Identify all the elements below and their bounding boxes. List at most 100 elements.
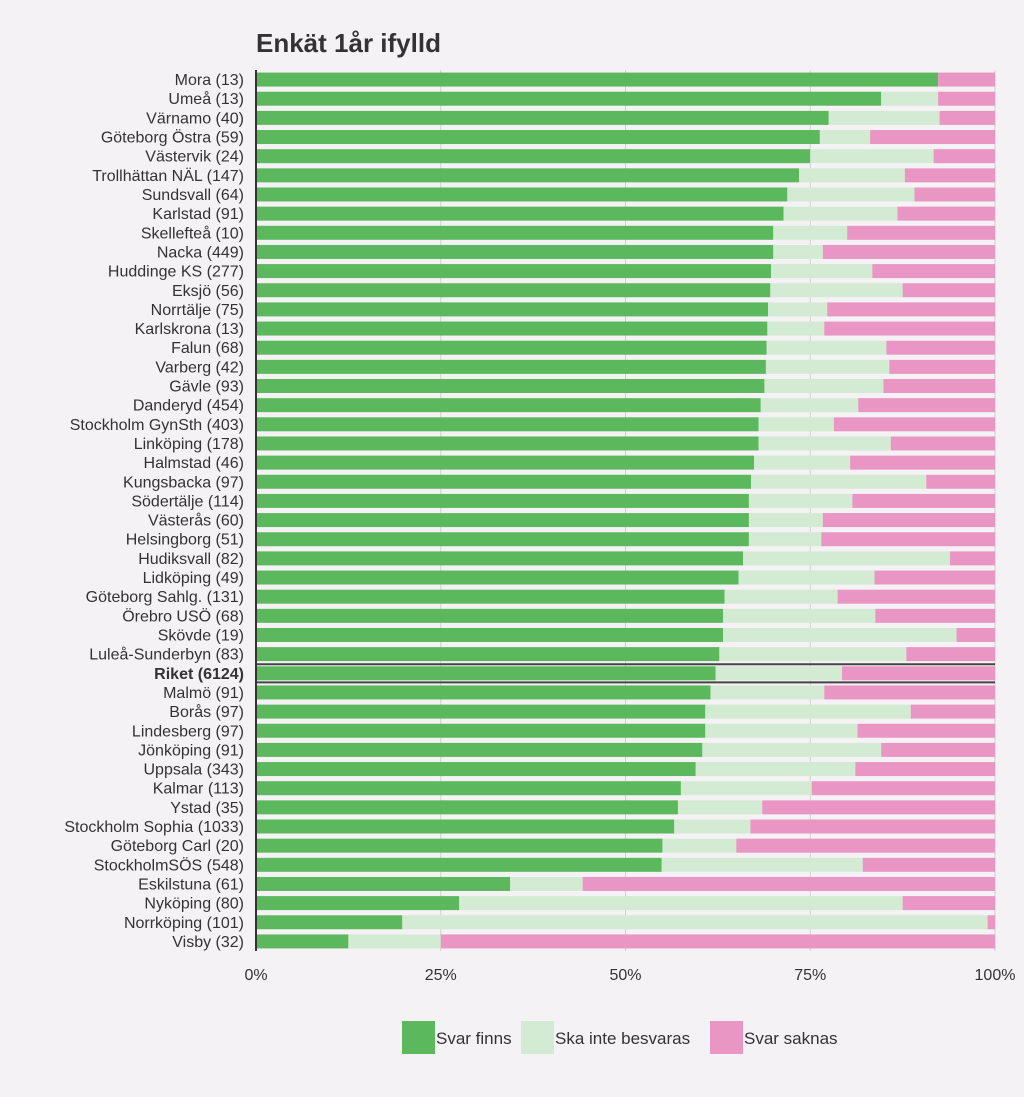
bar-1-6 xyxy=(787,187,915,202)
bar-2-41 xyxy=(862,857,995,872)
category-label-10: Huddinge KS (277) xyxy=(108,264,244,281)
bar-2-16 xyxy=(883,379,995,394)
bar-0-3 xyxy=(256,130,820,145)
bars-layer xyxy=(256,72,995,949)
legend-swatch-2 xyxy=(710,1021,743,1054)
category-label-42: Eskilstuna (61) xyxy=(138,876,244,893)
bar-2-23 xyxy=(822,513,995,528)
bar-2-11 xyxy=(902,283,995,298)
bar-1-5 xyxy=(799,168,905,183)
bar-2-2 xyxy=(939,110,995,125)
bar-2-42 xyxy=(582,876,995,891)
bar-0-45 xyxy=(256,934,349,949)
bar-0-0 xyxy=(256,72,939,87)
bar-2-39 xyxy=(750,819,995,834)
bar-2-18 xyxy=(833,417,995,432)
bar-0-9 xyxy=(256,244,774,259)
bar-2-3 xyxy=(870,130,995,145)
bar-0-44 xyxy=(256,915,403,930)
bar-2-7 xyxy=(897,206,995,221)
bar-1-13 xyxy=(767,321,825,336)
bar-0-39 xyxy=(256,819,675,834)
bar-0-7 xyxy=(256,206,784,221)
category-label-4: Västervik (24) xyxy=(145,149,244,166)
bar-2-5 xyxy=(904,168,995,183)
bar-1-23 xyxy=(748,513,823,528)
bar-0-10 xyxy=(256,264,772,279)
bar-1-27 xyxy=(724,589,838,604)
bar-0-33 xyxy=(256,704,706,719)
bar-2-24 xyxy=(821,532,995,547)
bar-0-43 xyxy=(256,896,460,911)
category-label-31: Riket (6124) xyxy=(154,666,244,683)
category-label-24: Helsingborg (51) xyxy=(126,532,244,549)
bar-1-7 xyxy=(783,206,898,221)
bar-2-26 xyxy=(874,570,995,585)
category-label-5: Trollhättan NÄL (147) xyxy=(92,167,244,185)
bar-2-29 xyxy=(956,627,995,642)
chart-title: Enkät 1år ifylld xyxy=(256,28,441,58)
bar-2-1 xyxy=(938,91,995,106)
bar-1-31 xyxy=(715,666,843,681)
bar-1-9 xyxy=(773,244,823,259)
bar-2-19 xyxy=(890,436,995,451)
bar-0-31 xyxy=(256,666,716,681)
bar-1-34 xyxy=(705,723,858,738)
bar-1-14 xyxy=(766,340,887,355)
grid-layer xyxy=(440,70,996,951)
bar-2-40 xyxy=(736,838,995,853)
bar-0-24 xyxy=(256,532,749,547)
bar-2-37 xyxy=(811,781,995,796)
x-tick-label-4: 100% xyxy=(975,967,1016,984)
bar-2-10 xyxy=(872,264,995,279)
bar-0-16 xyxy=(256,379,765,394)
legend-label-1: Ska inte besvaras xyxy=(555,1029,690,1048)
category-label-22: Södertälje (114) xyxy=(131,493,244,510)
bar-1-35 xyxy=(702,742,882,757)
x-tick-label-3: 75% xyxy=(794,967,826,984)
bar-0-21 xyxy=(256,474,752,489)
bar-0-5 xyxy=(256,168,800,183)
bar-0-32 xyxy=(256,685,711,700)
category-label-18: Stockholm GynSth (403) xyxy=(70,417,244,434)
bar-1-4 xyxy=(810,149,934,164)
bar-2-36 xyxy=(855,762,995,777)
bar-2-17 xyxy=(858,398,995,413)
bar-0-34 xyxy=(256,723,706,738)
bar-2-38 xyxy=(762,800,995,815)
category-label-16: Gävle (93) xyxy=(169,379,244,396)
bar-0-28 xyxy=(256,608,724,623)
bar-1-17 xyxy=(760,398,859,413)
bar-1-41 xyxy=(661,857,863,872)
bar-1-33 xyxy=(705,704,911,719)
bar-0-40 xyxy=(256,838,663,853)
bar-0-18 xyxy=(256,417,759,432)
bar-1-18 xyxy=(758,417,834,432)
axis-layer xyxy=(255,70,995,951)
bar-2-8 xyxy=(847,225,995,240)
bar-0-14 xyxy=(256,340,767,355)
bar-2-20 xyxy=(850,455,995,470)
bar-2-9 xyxy=(822,244,995,259)
category-label-11: Eksjö (56) xyxy=(172,283,244,300)
category-label-9: Nacka (449) xyxy=(157,244,244,261)
bar-2-15 xyxy=(889,359,995,374)
legend-label-0: Svar finns xyxy=(436,1029,512,1048)
category-label-23: Västerås (60) xyxy=(148,512,244,530)
bar-2-30 xyxy=(906,647,995,662)
x-tick-label-0: 0% xyxy=(244,967,267,984)
bar-1-16 xyxy=(764,379,884,394)
bar-1-19 xyxy=(758,436,891,451)
bar-0-2 xyxy=(256,110,829,125)
bar-1-10 xyxy=(771,264,873,279)
bar-0-37 xyxy=(256,781,681,796)
bar-0-25 xyxy=(256,551,744,566)
bar-1-43 xyxy=(459,896,903,911)
bar-0-13 xyxy=(256,321,768,336)
bar-0-12 xyxy=(256,302,769,317)
bar-0-20 xyxy=(256,455,755,470)
bar-0-22 xyxy=(256,493,749,508)
bar-0-19 xyxy=(256,436,759,451)
